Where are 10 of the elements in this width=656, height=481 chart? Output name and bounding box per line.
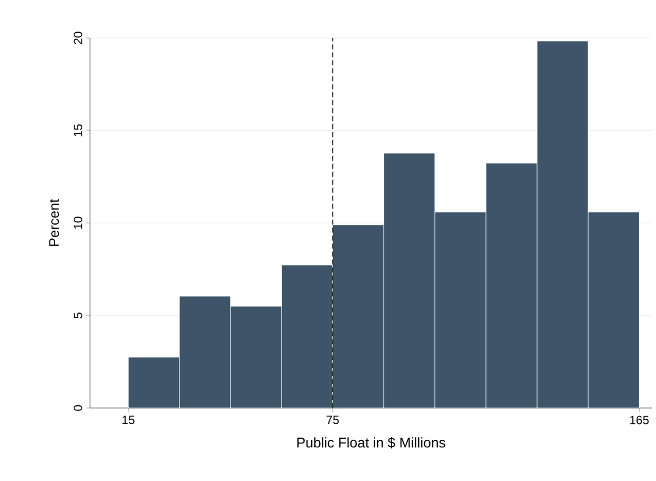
x-tick-label: 165 [630, 416, 649, 424]
x-tick-label: 75 [326, 416, 339, 424]
x-axis-title: Public Float in $ Millions [297, 437, 446, 448]
x-tick-label: 15 [122, 416, 134, 424]
y-tick-label: 15 [74, 124, 82, 136]
y-tick-label: 0 [74, 405, 82, 411]
y-tick-label: 5 [74, 312, 82, 318]
y-axis-title: Percent [49, 199, 59, 246]
y-tick-label: 10 [74, 216, 82, 229]
y-tick-label: 20 [74, 32, 82, 44]
